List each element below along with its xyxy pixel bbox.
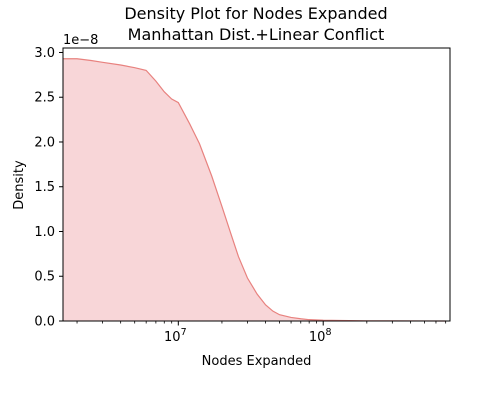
y-tick-label: 1.5 — [34, 180, 55, 195]
y-axis-label: Density — [12, 160, 27, 210]
y-tick-label: 2.0 — [34, 135, 55, 150]
axes-frame — [62, 47, 451, 322]
density-line-0 — [63, 58, 446, 322]
y-offset-label: 1e−8 — [63, 33, 98, 48]
x-axis-label: Nodes Expanded — [202, 354, 312, 369]
chart-title-line2: Manhattan Dist.+Linear Conflict — [128, 25, 385, 44]
y-tick-label: 0.5 — [34, 270, 55, 285]
plot-area: 0.0 0.5 1.0 1.5 2.0 2.5 3.0 107 108 — [34, 46, 451, 345]
density-area-0 — [63, 58, 446, 322]
y-tick-label: 0.0 — [34, 315, 55, 330]
y-tick-label: 3.0 — [34, 46, 55, 61]
x-tick-label: 108 — [309, 327, 332, 345]
x-tick-label: 107 — [164, 327, 187, 345]
chart-title-line1: Density Plot for Nodes Expanded — [124, 4, 387, 23]
y-tick-label: 2.5 — [34, 91, 55, 106]
y-tick-label: 1.0 — [34, 225, 55, 240]
